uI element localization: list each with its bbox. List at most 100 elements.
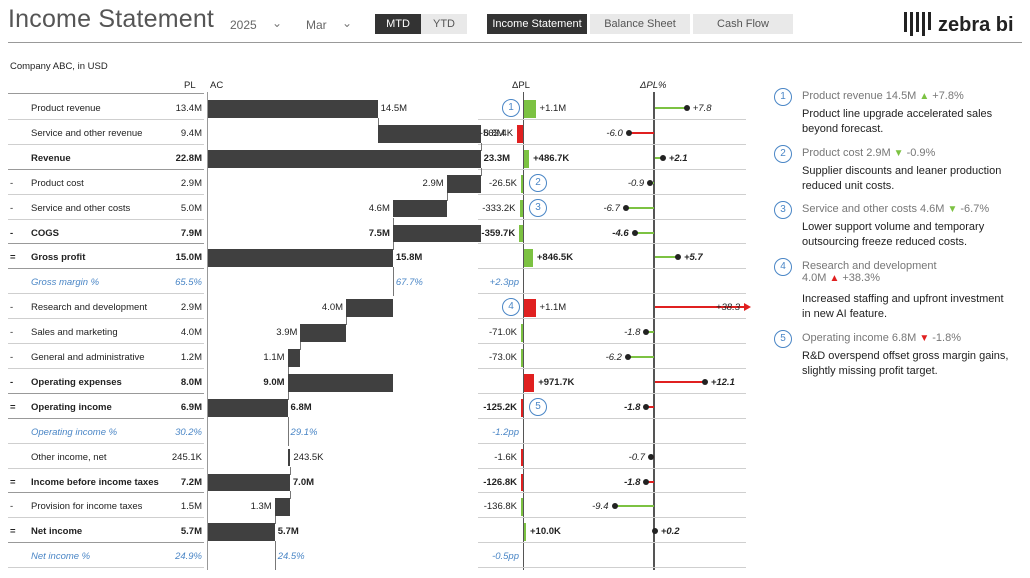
dpl-bar — [519, 199, 523, 218]
triangle-up-icon: ▲ — [829, 273, 840, 284]
dplpct-dot — [651, 528, 658, 535]
waterfall-connector — [480, 142, 482, 151]
comment-marker-3[interactable]: 3 — [529, 198, 547, 217]
ac-value-label: 29.1% — [290, 426, 318, 438]
dplpct-line — [627, 356, 654, 358]
row-prefix: = — [10, 476, 16, 488]
row-separator — [478, 318, 746, 320]
comment-text: Lower support volume and temporary outso… — [802, 221, 985, 248]
waterfall-bar — [208, 473, 290, 492]
dplpct-value-label: -1.8 — [624, 327, 641, 339]
comment-marker-4[interactable]: 4 — [502, 298, 520, 317]
comment-marker-1[interactable]: 1 — [502, 99, 520, 117]
tab-mtd[interactable]: MTD — [375, 14, 421, 34]
dplpct-value-label: -6.2 — [605, 352, 622, 363]
triangle-down-icon: ▼ — [947, 204, 958, 215]
row-separator — [478, 168, 746, 170]
row-separator — [8, 367, 204, 369]
row-separator — [8, 343, 204, 344]
waterfall-connector — [274, 543, 276, 571]
pl-value: 245.1K — [171, 451, 202, 463]
waterfall-connector — [392, 242, 394, 251]
year-select[interactable]: 2025 ⌄ — [224, 14, 286, 36]
ac-value-label: 7.5M — [368, 227, 390, 239]
ac-value-label: 4.6M — [368, 202, 390, 214]
chevron-down-icon: ⌄ — [271, 16, 282, 30]
row-label: Operating expenses — [31, 376, 122, 388]
col-header-dplpct: ΔPL% — [640, 80, 667, 91]
col-header-ac: AC — [210, 80, 224, 91]
dpl-value-label: +846.5K — [536, 252, 574, 264]
pl-value: 6.9M — [180, 401, 202, 413]
row-prefix: - — [10, 352, 14, 363]
dpl-value-label: -73.0K — [489, 352, 517, 363]
tab-income-statement[interactable]: Income Statement — [487, 14, 587, 34]
row-separator — [478, 517, 746, 519]
comment-title: Product cost 2.9M — [802, 147, 891, 159]
row-separator — [478, 343, 746, 344]
pl-value: 1.2M — [180, 352, 202, 363]
dpl-bar — [524, 100, 536, 118]
dpl-axis — [523, 92, 524, 570]
waterfall-bar — [392, 199, 447, 218]
row-separator — [8, 268, 204, 270]
row-separator — [8, 118, 204, 120]
tab-ytd[interactable]: YTD — [421, 14, 467, 34]
waterfall-bar — [287, 349, 301, 367]
ac-axis — [207, 92, 208, 570]
row-label: Income before income taxes — [31, 476, 159, 488]
ac-value-label: 24.5% — [277, 551, 305, 563]
comment-marker-5[interactable]: 5 — [529, 397, 547, 416]
row-prefix: - — [10, 376, 14, 388]
waterfall-connector — [377, 117, 379, 126]
waterfall-bar — [208, 100, 378, 118]
ac-value-label: 1.1M — [263, 352, 285, 363]
comment-number-5: 5 — [774, 330, 792, 348]
waterfall-connector — [392, 269, 394, 297]
comment-marker-2[interactable]: 2 — [529, 173, 547, 192]
row-label: Service and other revenue — [31, 127, 143, 139]
row-prefix: = — [10, 252, 16, 264]
comment-heading: Service and other costs 4.6M ▼ -6.7% — [802, 203, 989, 215]
row-label: Sales and marketing — [31, 327, 118, 339]
row-separator — [478, 218, 746, 220]
waterfall-bar — [287, 373, 393, 392]
dplpct-line — [655, 256, 679, 259]
tab-balance-sheet[interactable]: Balance Sheet — [590, 14, 690, 34]
tab-cash-flow[interactable]: Cash Flow — [693, 14, 793, 34]
dplpct-dot — [622, 204, 629, 211]
dpl-bar — [524, 299, 536, 318]
waterfall-bar — [208, 523, 275, 542]
row-separator — [8, 567, 204, 569]
row-separator — [8, 492, 204, 494]
waterfall-bar — [346, 299, 393, 318]
pl-value: 8.0M — [180, 376, 202, 388]
row-label: Product revenue — [31, 103, 101, 114]
waterfall-bar — [274, 498, 290, 517]
row-separator — [478, 392, 746, 394]
row-separator — [8, 293, 204, 295]
row-separator — [478, 193, 746, 195]
dpl-value-label: -126.8K — [483, 476, 517, 488]
row-separator — [8, 442, 204, 444]
dplpct-dot — [674, 254, 681, 261]
dpl-value-label: +1.1M — [539, 103, 567, 114]
row-label: Revenue — [31, 152, 71, 164]
company-label: Company ABC, in USD — [10, 61, 108, 72]
row-prefix: - — [10, 302, 14, 314]
dpl-value-label: +10.0K — [530, 526, 561, 538]
row-separator — [478, 293, 746, 295]
dpl-value-label: +1.1M — [539, 302, 567, 314]
row-separator — [8, 143, 204, 145]
dpl-value-label: -1.2pp — [492, 426, 519, 438]
ac-value-label: 8.8M — [483, 127, 505, 139]
dplpct-line — [634, 231, 654, 234]
chevron-down-icon: ⌄ — [341, 16, 352, 30]
dpl-value-label: -563.4K — [479, 127, 514, 139]
row-prefix: - — [10, 177, 14, 189]
month-select[interactable]: Mar ⌄ — [300, 14, 356, 36]
ac-value-label: 5.7M — [277, 526, 299, 538]
comment-heading: Operating income 6.8M ▼ -1.8% — [802, 332, 961, 344]
dpl-bar — [521, 473, 523, 492]
row-separator — [478, 467, 746, 469]
